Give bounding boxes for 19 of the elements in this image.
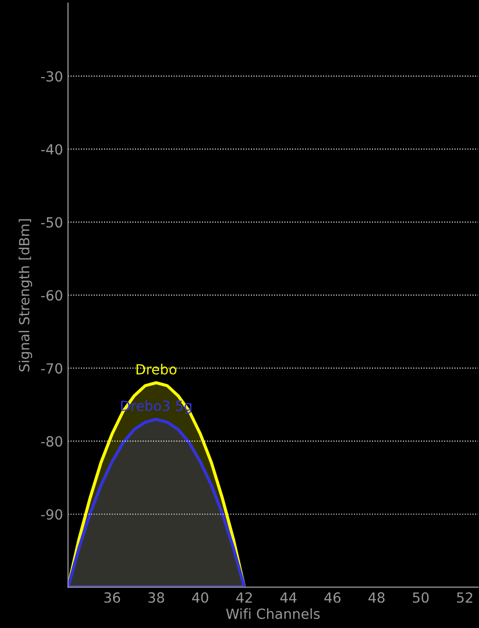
y-tick-label: -40 bbox=[41, 144, 62, 155]
x-tick-label: 38 bbox=[148, 592, 164, 603]
y-tick-label: -30 bbox=[41, 71, 62, 82]
y-tick-label: -70 bbox=[41, 363, 62, 374]
x-axis-title: Wifi Channels bbox=[226, 608, 320, 620]
x-tick-label: 42 bbox=[236, 592, 252, 603]
x-tick-label: 48 bbox=[368, 592, 385, 603]
x-tick-label: 36 bbox=[104, 592, 120, 603]
y-tick-label: -80 bbox=[41, 436, 62, 447]
x-tick-label: 44 bbox=[280, 592, 297, 603]
x-tick-label: 46 bbox=[324, 592, 341, 603]
y-tick-label: -90 bbox=[41, 509, 62, 520]
x-tick-label: 50 bbox=[412, 592, 429, 603]
y-tick-label: -60 bbox=[41, 290, 62, 301]
series-label: Drebo bbox=[136, 364, 176, 375]
x-tick-label: 40 bbox=[192, 592, 208, 603]
y-tick-label: -50 bbox=[41, 217, 62, 228]
x-tick-label: 52 bbox=[457, 592, 472, 603]
y-axis-title: Signal Strength [dBm] bbox=[18, 219, 32, 372]
